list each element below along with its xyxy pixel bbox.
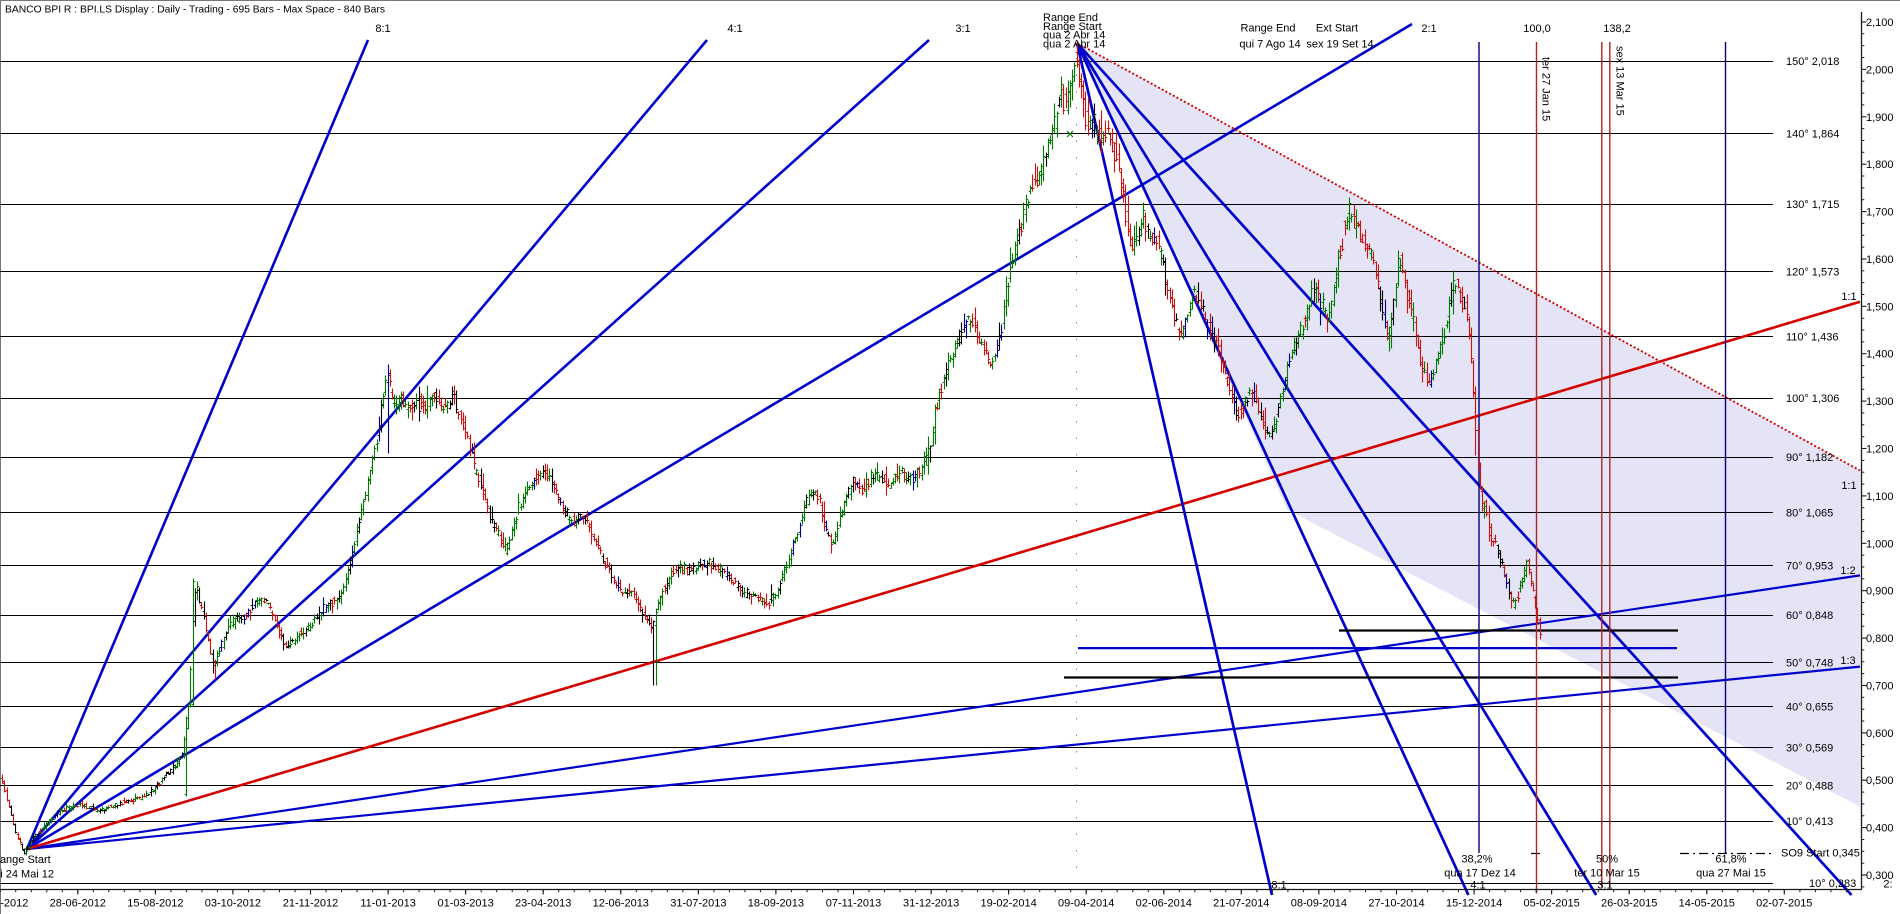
svg-text:sex 19 Set 14: sex 19 Set 14 [1306, 39, 1373, 51]
svg-text:2:: 2: [1883, 879, 1892, 891]
svg-text:8:1: 8:1 [1271, 880, 1286, 892]
svg-text:1:1: 1:1 [1841, 291, 1856, 303]
svg-text:3:1: 3:1 [955, 23, 970, 35]
svg-text:sex 13 Mar 15: sex 13 Mar 15 [1614, 46, 1626, 116]
svg-text:70° 0,953: 70° 0,953 [1786, 560, 1833, 572]
svg-text:1:1: 1:1 [1841, 480, 1856, 492]
svg-text:1,900: 1,900 [1866, 112, 1894, 124]
svg-text:qua 17 Dez 14: qua 17 Dez 14 [1444, 868, 1516, 880]
svg-text:38,2%: 38,2% [1461, 854, 1492, 866]
svg-text:40° 0,655: 40° 0,655 [1786, 702, 1833, 714]
svg-text:50° 0,748: 50° 0,748 [1786, 658, 1833, 670]
svg-text:Ext Start: Ext Start [1316, 23, 1358, 35]
svg-text:140° 1,864: 140° 1,864 [1786, 129, 1839, 141]
svg-text:23-04-2013: 23-04-2013 [515, 898, 571, 910]
svg-text:0,400: 0,400 [1866, 823, 1894, 835]
svg-text:0,300: 0,300 [1866, 870, 1894, 882]
svg-text:60° 0,848: 60° 0,848 [1786, 610, 1833, 622]
svg-text:100,0: 100,0 [1523, 23, 1551, 35]
svg-text:130° 1,715: 130° 1,715 [1786, 199, 1839, 211]
svg-text:qui 7 Ago 14: qui 7 Ago 14 [1239, 39, 1300, 51]
svg-text:1,200: 1,200 [1866, 444, 1894, 456]
svg-text:12-06-2013: 12-06-2013 [593, 898, 649, 910]
svg-text:4:1: 4:1 [1470, 880, 1485, 892]
svg-text:08-09-2014: 08-09-2014 [1291, 898, 1347, 910]
svg-text:Range Start: Range Start [0, 854, 51, 866]
svg-text:01-03-2013: 01-03-2013 [437, 898, 493, 910]
svg-text:100° 1,306: 100° 1,306 [1786, 393, 1839, 405]
svg-text:30° 0,569: 30° 0,569 [1786, 742, 1833, 754]
svg-text:10° 0,413: 10° 0,413 [1786, 816, 1833, 828]
svg-text:61,8%: 61,8% [1715, 854, 1746, 866]
svg-text:02-06-2014: 02-06-2014 [1136, 898, 1192, 910]
svg-text:1,100: 1,100 [1866, 491, 1894, 503]
svg-text:3:1: 3:1 [1597, 880, 1612, 892]
svg-text:1:3: 1:3 [1840, 655, 1855, 667]
svg-text:50%: 50% [1596, 854, 1618, 866]
svg-text:10-05-2012: 10-05-2012 [0, 898, 28, 910]
svg-text:0,500: 0,500 [1866, 775, 1894, 787]
svg-text:09-04-2014: 09-04-2014 [1058, 898, 1114, 910]
svg-text:27-10-2014: 27-10-2014 [1368, 898, 1424, 910]
svg-text:31-12-2013: 31-12-2013 [903, 898, 959, 910]
svg-text:14-05-2015: 14-05-2015 [1679, 898, 1735, 910]
svg-text:1,400: 1,400 [1866, 349, 1894, 361]
svg-text:15-12-2014: 15-12-2014 [1446, 898, 1502, 910]
svg-text:2:1: 2:1 [1421, 23, 1436, 35]
svg-text:8:1: 8:1 [375, 23, 390, 35]
svg-text:2,000: 2,000 [1866, 64, 1894, 76]
svg-text:1,700: 1,700 [1866, 207, 1894, 219]
svg-text:07-11-2013: 07-11-2013 [826, 898, 881, 910]
svg-text:1,500: 1,500 [1866, 301, 1894, 313]
svg-text:SO9 Start 0,345: SO9 Start 0,345 [1781, 848, 1860, 860]
svg-text:1,300: 1,300 [1866, 396, 1894, 408]
svg-text:0,700: 0,700 [1866, 681, 1894, 693]
svg-text:21-07-2014: 21-07-2014 [1213, 898, 1269, 910]
svg-text:0,900: 0,900 [1866, 586, 1894, 598]
svg-text:110° 1,436: 110° 1,436 [1786, 332, 1839, 344]
svg-text:20° 0,488: 20° 0,488 [1786, 781, 1833, 793]
svg-text:19-02-2014: 19-02-2014 [980, 898, 1036, 910]
svg-text:26-03-2015: 26-03-2015 [1601, 898, 1657, 910]
svg-text:15-08-2012: 15-08-2012 [127, 898, 183, 910]
svg-text:138,2: 138,2 [1603, 23, 1631, 35]
svg-text:05-02-2015: 05-02-2015 [1523, 898, 1579, 910]
svg-text:ter 27 Jan 15: ter 27 Jan 15 [1540, 57, 1552, 121]
svg-text:02-07-2015: 02-07-2015 [1756, 898, 1812, 910]
svg-text:18-09-2013: 18-09-2013 [748, 898, 804, 910]
svg-text:1,800: 1,800 [1866, 159, 1894, 171]
svg-text:10° 0,283: 10° 0,283 [1809, 878, 1856, 890]
svg-text:03-10-2012: 03-10-2012 [205, 898, 261, 910]
svg-text:1,000: 1,000 [1866, 538, 1894, 550]
svg-text:qua 2 Abr 14: qua 2 Abr 14 [1043, 39, 1105, 51]
svg-text:4:1: 4:1 [727, 23, 742, 35]
svg-text:0,600: 0,600 [1866, 728, 1894, 740]
svg-text:Range Start: Range Start [1043, 21, 1102, 33]
svg-text:Range End: Range End [1043, 12, 1098, 24]
svg-text:80° 1,065: 80° 1,065 [1786, 507, 1833, 519]
svg-text:qui 24 Mai 12: qui 24 Mai 12 [0, 869, 54, 881]
svg-text:150° 2,018: 150° 2,018 [1786, 56, 1839, 68]
svg-text:28-06-2012: 28-06-2012 [50, 898, 106, 910]
svg-text:11-01-2013: 11-01-2013 [360, 898, 415, 910]
svg-text:Range End: Range End [1240, 23, 1295, 35]
svg-text:1:2: 1:2 [1840, 565, 1855, 577]
svg-text:qua 27 Mai 15: qua 27 Mai 15 [1696, 868, 1766, 880]
svg-text:0,800: 0,800 [1866, 633, 1894, 645]
svg-text:ter 10 Mar 15: ter 10 Mar 15 [1574, 868, 1639, 880]
svg-text:2,100: 2,100 [1866, 17, 1894, 29]
svg-text:BANCO BPI R : BPI.LS Display: BANCO BPI R : BPI.LS Display : Daily - T… [5, 5, 385, 16]
svg-text:90° 1,182: 90° 1,182 [1786, 452, 1833, 464]
svg-text:qua 2 Abr 14: qua 2 Abr 14 [1043, 30, 1105, 42]
svg-text:31-07-2013: 31-07-2013 [670, 898, 726, 910]
svg-text:21-11-2012: 21-11-2012 [283, 898, 338, 910]
svg-text:120° 1,573: 120° 1,573 [1786, 267, 1839, 279]
svg-text:1,600: 1,600 [1866, 254, 1894, 266]
